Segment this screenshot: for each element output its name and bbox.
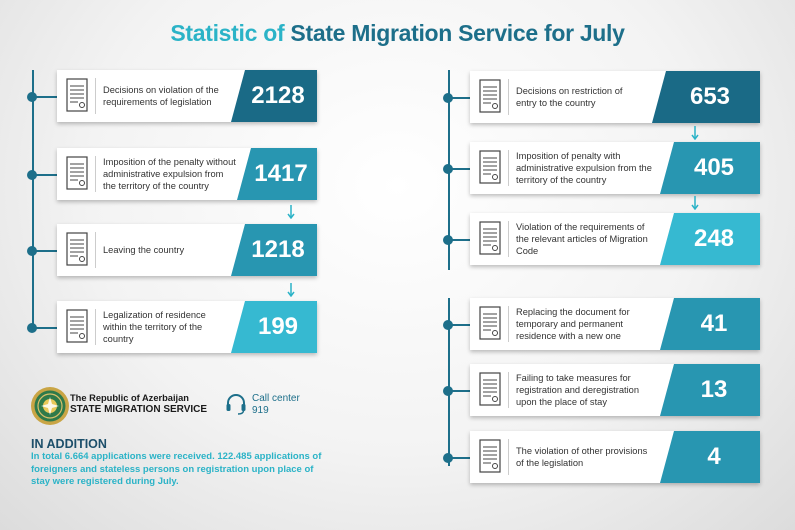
headset-icon — [226, 394, 246, 415]
stat-label: Violation of the requirements of the rel… — [516, 222, 648, 256]
timeline-connector — [32, 174, 57, 176]
page-title: Statistic of State Migration Service for… — [0, 20, 795, 47]
stat-value: 2128 — [231, 70, 317, 122]
title-part2: State Migration Service for July — [290, 20, 625, 46]
document-icon — [470, 71, 508, 123]
stat-card: Imposition of penalty with administrativ… — [470, 142, 760, 194]
timeline-connector — [32, 250, 57, 252]
card-divider — [508, 439, 509, 475]
call-center: Call center 919 — [252, 393, 300, 417]
stat-card: Failing to take measures for registratio… — [470, 364, 760, 416]
timeline-connector — [448, 324, 470, 326]
stat-card: Legalization of residence within the ter… — [57, 301, 317, 353]
organization-name: The Republic of Azerbaijan STATE MIGRATI… — [70, 392, 207, 416]
arrow-down-icon — [691, 196, 699, 210]
card-divider — [508, 372, 509, 408]
stat-label: Legalization of residence within the ter… — [103, 310, 206, 344]
document-icon — [470, 364, 508, 416]
left-timeline — [32, 70, 34, 330]
emblem-icon — [30, 386, 70, 426]
stat-card: Decisions on violation of the requiremen… — [57, 70, 317, 122]
stat-card: Decisions on restriction of entry to the… — [470, 71, 760, 123]
stat-label: Replacing the document for temporary and… — [516, 307, 630, 341]
card-divider — [95, 232, 96, 268]
timeline-connector — [448, 239, 470, 241]
card-divider — [508, 221, 509, 257]
stat-label: Decisions on restriction of entry to the… — [516, 86, 623, 108]
stat-card: Replacing the document for temporary and… — [470, 298, 760, 350]
card-divider — [95, 309, 96, 345]
document-icon — [470, 213, 508, 265]
stat-label: Imposition of the penalty without admini… — [103, 157, 236, 191]
stat-label: The violation of other provisions of the… — [516, 446, 648, 468]
in-addition-text: In total 6.664 applications were receive… — [31, 451, 322, 487]
stat-value: 1417 — [237, 148, 317, 200]
stat-value: 405 — [660, 142, 760, 194]
timeline-connector — [448, 390, 470, 392]
document-icon — [57, 301, 95, 353]
stat-label: Leaving the country — [103, 245, 185, 255]
stat-value: 41 — [660, 298, 760, 350]
call-center-number: 919 — [252, 405, 269, 416]
document-icon — [470, 298, 508, 350]
document-icon — [470, 431, 508, 483]
stat-label: Imposition of penalty with administrativ… — [516, 151, 652, 185]
stat-value: 4 — [660, 431, 760, 483]
call-center-label: Call center — [252, 393, 300, 404]
stat-label: Decisions on violation of the requiremen… — [103, 85, 219, 107]
in-addition-heading: IN ADDITION — [31, 437, 107, 451]
stat-value: 248 — [660, 213, 760, 265]
timeline-connector — [448, 168, 470, 170]
timeline-connector — [32, 96, 57, 98]
stat-card: Imposition of the penalty without admini… — [57, 148, 317, 200]
card-divider — [508, 306, 509, 342]
stat-value: 1218 — [231, 224, 317, 276]
stat-value: 199 — [231, 301, 317, 353]
card-divider — [508, 150, 509, 186]
right-timeline-bottom — [448, 298, 450, 466]
title-part1: Statistic of — [170, 20, 285, 46]
document-icon — [57, 224, 95, 276]
stat-value: 13 — [660, 364, 760, 416]
stat-label: Failing to take measures for registratio… — [516, 373, 639, 407]
timeline-connector — [448, 97, 470, 99]
arrow-down-icon — [287, 283, 295, 297]
card-divider — [95, 156, 96, 192]
organization-line1: The Republic of Azerbaijan — [70, 393, 189, 403]
stat-card: The violation of other provisions of the… — [470, 431, 760, 483]
organization-line2: STATE MIGRATION SERVICE — [70, 404, 208, 415]
document-icon — [470, 142, 508, 194]
document-icon — [57, 70, 95, 122]
stat-card: Leaving the country 1218 — [57, 224, 317, 276]
document-icon — [57, 148, 95, 200]
stat-card: Violation of the requirements of the rel… — [470, 213, 760, 265]
timeline-connector — [448, 457, 470, 459]
card-divider — [508, 79, 509, 115]
stat-value: 653 — [652, 71, 760, 123]
card-divider — [95, 78, 96, 114]
arrow-down-icon — [287, 205, 295, 219]
timeline-connector — [32, 327, 57, 329]
arrow-down-icon — [691, 126, 699, 140]
